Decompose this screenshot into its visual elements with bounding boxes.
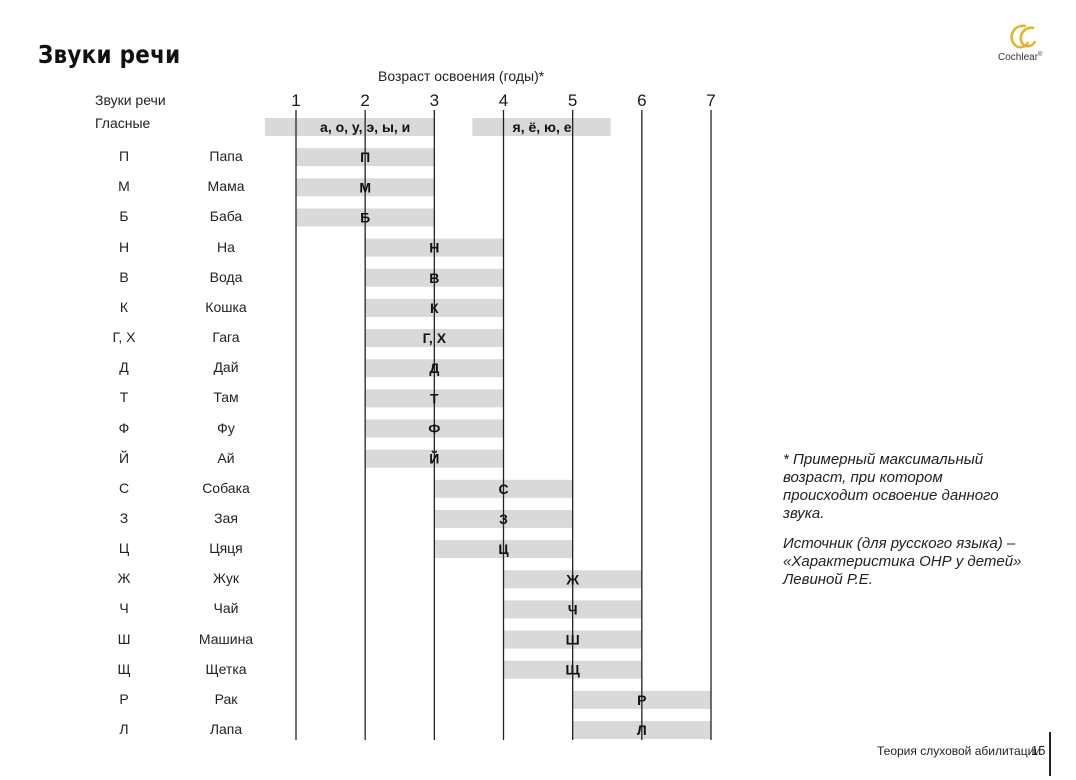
row-sound-label: С — [118, 479, 130, 496]
row-sound-label: Б — [119, 208, 129, 225]
row-word-label: Рак — [214, 690, 238, 707]
bar-label-14-1: З — [499, 511, 508, 527]
row-sound-label: Т — [119, 389, 129, 406]
row-sound-label: Р — [119, 690, 129, 707]
cochlear-logo: Cochlear® — [996, 22, 1056, 66]
row-word-label: На — [217, 238, 235, 255]
row-sound-label: Ф — [118, 419, 130, 436]
row-word-label: Папа — [209, 148, 243, 165]
x-tick-label-1: 1 — [291, 91, 300, 110]
cochlear-wordmark: Cochlear® — [998, 52, 1042, 63]
x-tick-label-2: 2 — [360, 91, 369, 110]
bar-label-8-1: Г, Х — [423, 330, 447, 346]
row-sound-label: Ш — [117, 630, 131, 647]
row-word-label: Цяця — [209, 540, 243, 557]
footer-title: Теория слуховой абилитации — [877, 744, 1041, 758]
bar-label-21-1: Л — [637, 722, 647, 738]
bar-label-10-1: Т — [430, 390, 439, 406]
footnote-source: Источник (для русского языка) – «Характе… — [783, 535, 1022, 588]
row-sound-label: М — [118, 178, 130, 195]
row-word-label: Баба — [209, 208, 243, 225]
row-sound-label: Г, Х — [112, 329, 136, 346]
bar-label-7-1: К — [430, 300, 439, 316]
row-word-label: Чай — [213, 600, 239, 617]
row-sound-label: Й — [118, 449, 130, 466]
bar-label-1-1: а, о, у, э, ы, и — [320, 119, 410, 135]
bar-label-5-1: Н — [429, 240, 439, 256]
row-sound-label: Н — [118, 238, 130, 255]
row-sound-label: Щ — [117, 660, 131, 677]
bar-label-12-1: Й — [429, 450, 439, 467]
footnote: * Примерный максимальный возраст, при ко… — [783, 451, 1023, 601]
brand-name: Cochlear — [998, 52, 1039, 63]
bar-label-16-1: Ж — [565, 571, 579, 587]
page-title: Звуки речи — [38, 40, 181, 69]
x-tick-label-4: 4 — [499, 91, 508, 110]
bar-label-17-1: Ч — [568, 601, 578, 617]
bar-1-2 — [472, 118, 611, 136]
row-word-label: Машина — [198, 630, 254, 647]
row-word-label: Ай — [217, 449, 235, 466]
x-tick-label-5: 5 — [568, 91, 577, 110]
bar-label-3-1: М — [359, 179, 371, 195]
bar-label-19-1: Щ — [566, 662, 581, 678]
bar-label-20-1: Р — [637, 692, 646, 708]
cochlear-swirl-icon — [1010, 24, 1037, 49]
row-word-label: Зая — [214, 509, 238, 526]
bar-label-9-1: Д — [429, 360, 439, 376]
row-sound-label: Ж — [117, 570, 131, 587]
bar-label-1-2: я, ё, ю, е — [513, 119, 572, 135]
row-word-label: Вода — [209, 268, 243, 285]
row-word-label: Собака — [202, 479, 250, 496]
row-sound-label: П — [118, 148, 130, 165]
bar-1-1 — [264, 118, 435, 136]
bar-label-6-1: В — [429, 270, 439, 286]
row-word-label: Фу — [217, 419, 235, 436]
row-sound-label: Д — [119, 359, 129, 376]
axis-title: Возраст освоения (годы)* — [378, 68, 545, 84]
row-word-label: Там — [213, 389, 239, 406]
row-sound-label: Ч — [119, 600, 129, 617]
page-number: 15 — [1031, 743, 1046, 758]
row-header: Звуки речи — [95, 92, 166, 108]
bar-label-11-1: Ф — [428, 421, 440, 437]
row-word-label: Жук — [213, 570, 239, 587]
row-word-label: Гага — [212, 329, 240, 346]
bar-label-18-1: Ш — [566, 632, 580, 648]
row-sound-label: Ц — [118, 540, 130, 557]
row-sound-label: З — [119, 509, 129, 526]
bar-label-15-1: Ц — [498, 541, 509, 557]
row-word-label: Лапа — [209, 721, 243, 737]
x-tick-label-7: 7 — [706, 91, 715, 110]
row-sound-label: В — [119, 268, 129, 285]
bar-label-4-1: Б — [360, 209, 370, 225]
footer-divider — [1049, 732, 1051, 776]
row-word-label: Дай — [213, 359, 239, 376]
row-word-label: Мама — [207, 178, 245, 195]
x-tick-label-6: 6 — [637, 91, 646, 110]
bar-label-2-1: П — [360, 149, 370, 165]
bar-label-13-1: С — [498, 481, 508, 497]
brand-mark: ® — [1038, 52, 1043, 58]
row-sound-label: К — [119, 298, 129, 315]
row-word-label: Кошка — [205, 298, 247, 315]
x-tick-label-3: 3 — [430, 91, 439, 110]
row-sound-label: Гласные — [95, 115, 151, 131]
row-word-label: Щетка — [205, 660, 247, 677]
footnote-definition: * Примерный максимальный возраст, при ко… — [783, 451, 999, 522]
row-sound-label: Л — [119, 721, 129, 737]
